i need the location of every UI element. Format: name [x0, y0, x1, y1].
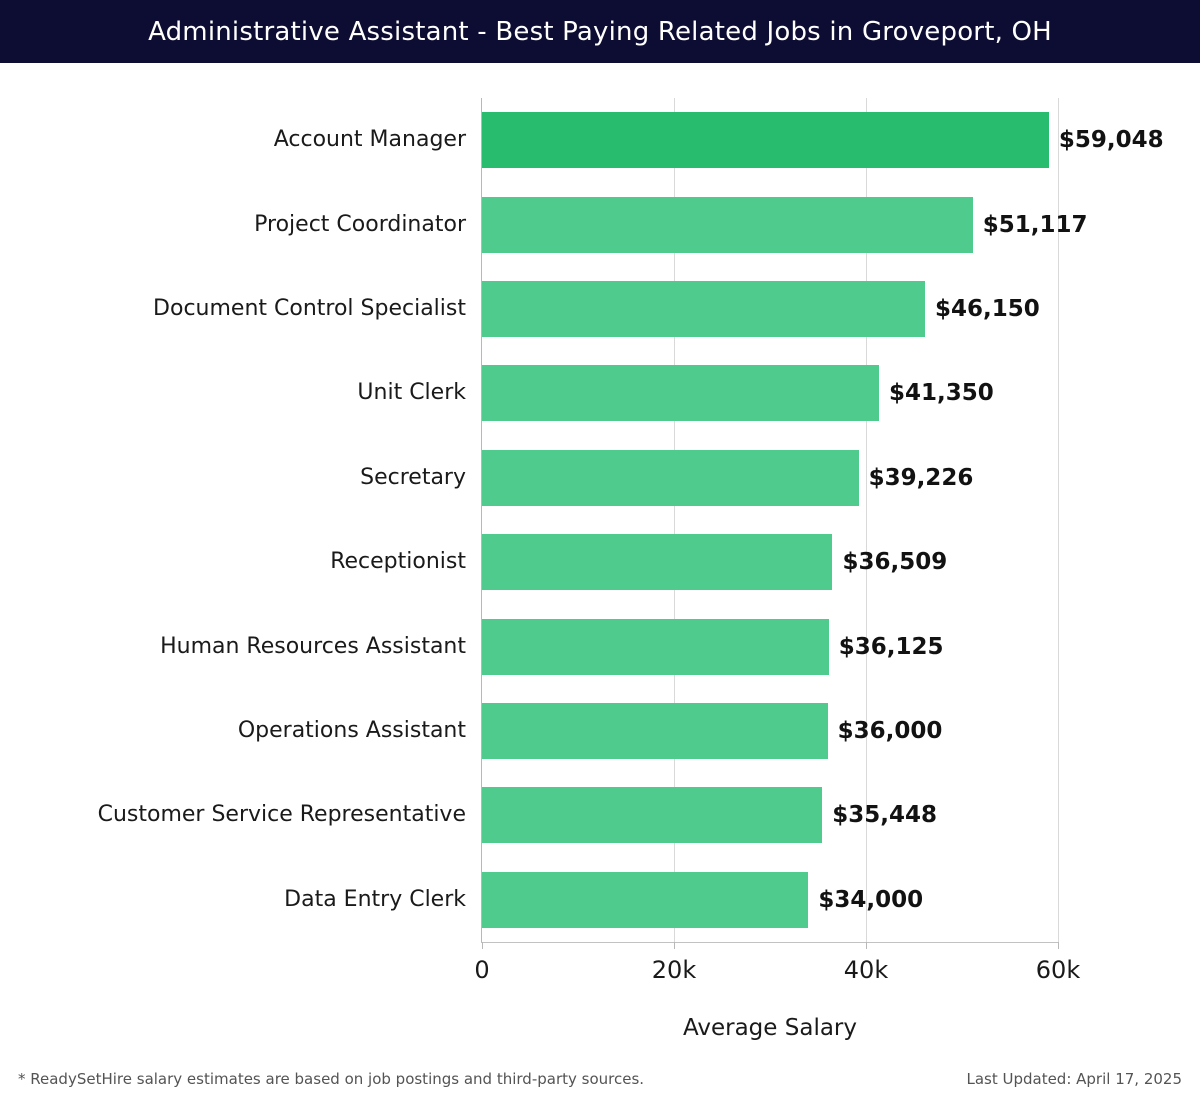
footer: * ReadySetHire salary estimates are base…: [0, 1070, 1200, 1120]
bar[interactable]: [482, 534, 833, 591]
x-tick-label: 40k: [843, 956, 889, 984]
bar-row: $46,150 Document Control Specialist: [153, 281, 1058, 337]
bar-value-label: $46,150: [935, 296, 1040, 322]
x-axis-title: Average Salary: [682, 1015, 857, 1041]
tick-mark: [482, 942, 483, 949]
bar-row: $39,226 Secretary: [360, 449, 1058, 506]
category-label: Receptionist: [330, 549, 466, 575]
footer-disclaimer: * ReadySetHire salary estimates are base…: [18, 1070, 645, 1088]
bar-row: $36,125 Human Resources Assistant: [160, 618, 1058, 675]
footer-last-updated: Last Updated: April 17, 2025: [966, 1070, 1182, 1088]
bar-row: $35,448 Customer Service Representative: [98, 787, 1058, 844]
bar-value-label: $41,350: [888, 380, 994, 407]
tick-mark: [866, 942, 867, 949]
bar-row: $34,000 Data Entry Clerk: [284, 871, 1058, 928]
bar[interactable]: [482, 281, 926, 337]
bar[interactable]: [482, 365, 879, 422]
bar[interactable]: [482, 618, 829, 675]
page-title: Administrative Assistant - Best Paying R…: [148, 16, 1052, 47]
bar[interactable]: [482, 112, 1049, 169]
tick-mark: [1058, 942, 1059, 949]
x-tick-label: 20k: [651, 956, 697, 984]
category-label: Secretary: [360, 464, 466, 490]
bar[interactable]: [482, 196, 973, 253]
category-label: Account Manager: [273, 127, 466, 153]
bar-row: $51,117 Project Coordinator: [254, 196, 1087, 253]
bar-row: $36,509 Receptionist: [330, 534, 1058, 591]
x-tick-label: 60k: [1035, 956, 1081, 984]
gridline: [674, 98, 675, 942]
category-label: Document Control Specialist: [153, 296, 466, 321]
x-tick-label: 0: [474, 956, 490, 984]
bar[interactable]: [482, 871, 809, 928]
category-label: Human Resources Assistant: [160, 633, 466, 659]
category-label: Project Coordinator: [254, 211, 466, 237]
bar[interactable]: [482, 787, 823, 844]
plot-area: $59,048 Account Manager $51,117 Project Coo…: [98, 98, 1164, 984]
category-label: Operations Assistant: [237, 718, 466, 743]
bar-value-label: $35,448: [832, 802, 938, 829]
tick-mark: [674, 942, 675, 949]
gridline: [1058, 98, 1059, 942]
bar-row: $59,048 Account Manager: [274, 112, 1164, 169]
y-axis-line: [481, 98, 482, 942]
bar[interactable]: [482, 703, 828, 759]
bar-value-label: $34,000: [818, 886, 924, 913]
bar-row: $41,350 Unit Clerk: [357, 365, 1058, 422]
bar-value-label: $36,000: [837, 718, 943, 744]
bar-value-label: $36,125: [838, 633, 944, 660]
x-axis-line: [481, 942, 1059, 943]
gridline: [866, 98, 867, 942]
bar-value-label: $51,117: [982, 211, 1088, 238]
bar-value-label: $39,226: [868, 464, 974, 491]
category-label: Customer Service Representative: [97, 802, 466, 828]
bar-value-label: $36,509: [842, 549, 948, 576]
title-bar: Administrative Assistant - Best Paying R…: [0, 0, 1200, 63]
category-label: Unit Clerk: [357, 380, 466, 406]
bar-value-label: $59,048: [1058, 127, 1164, 154]
bar[interactable]: [482, 449, 859, 506]
category-label: Data Entry Clerk: [284, 886, 466, 912]
bar-row: $36,000 Operations Assistant: [238, 703, 1058, 759]
chart-area: $59,048 Account Manager $51,117 Project Coo…: [0, 63, 1200, 1048]
